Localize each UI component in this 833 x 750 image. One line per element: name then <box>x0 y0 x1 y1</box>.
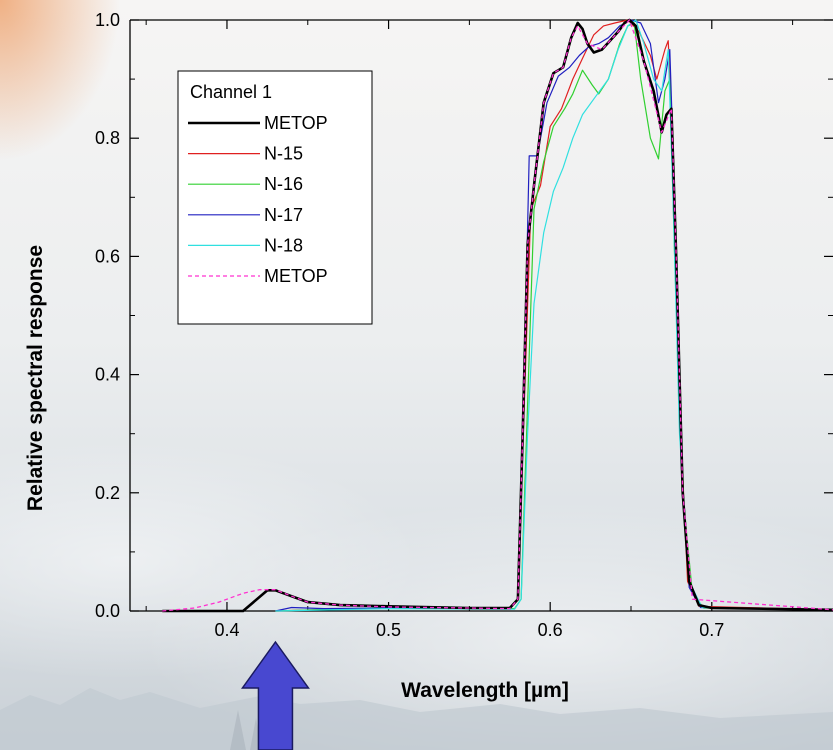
x-tick-label: 0.7 <box>699 620 724 640</box>
x-tick-label: 0.6 <box>538 620 563 640</box>
y-tick-label: 0.0 <box>95 601 120 621</box>
annotation-arrow <box>240 640 310 750</box>
legend-label: METOP <box>264 266 328 286</box>
x-tick-label: 0.4 <box>214 620 239 640</box>
x-axis-title: Wavelength [µm] <box>401 679 569 702</box>
legend-label: N-15 <box>264 144 303 164</box>
series-line-metop-dashed <box>162 19 833 612</box>
y-tick-label: 0.6 <box>95 246 120 266</box>
y-tick-label: 0.4 <box>95 365 120 385</box>
y-axis-title: Relative spectral response <box>24 245 47 511</box>
y-tick-label: 1.0 <box>95 10 120 30</box>
legend-label: METOP <box>264 113 328 133</box>
legend-box <box>177 70 373 325</box>
x-tick-label: 0.5 <box>376 620 401 640</box>
y-tick-label: 0.2 <box>95 483 120 503</box>
legend-label: N-16 <box>264 174 303 194</box>
y-tick-label: 0.8 <box>95 128 120 148</box>
legend: Channel 1 METOP N-15 N-16 N-17 N-18 METOP <box>177 70 373 325</box>
legend-label: N-18 <box>264 235 303 255</box>
plot-area: 0.4 0.5 0.6 0.7 0.0 0.2 0.4 0.6 0.8 1.0 <box>95 10 833 750</box>
legend-title: Channel 1 <box>190 82 272 102</box>
legend-label: N-17 <box>264 205 303 225</box>
